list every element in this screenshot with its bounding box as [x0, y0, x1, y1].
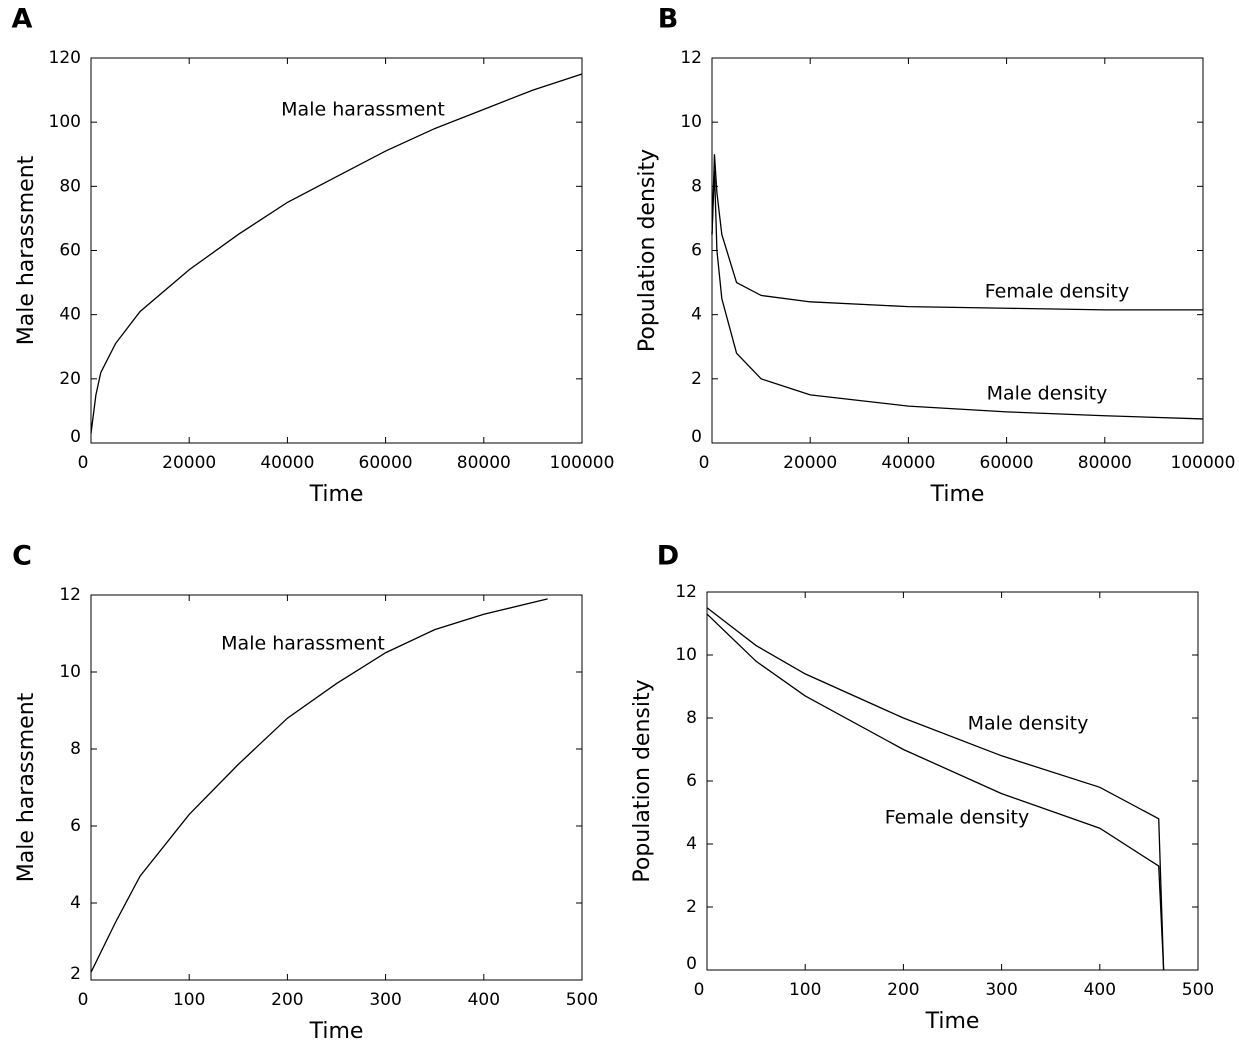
series-line — [706, 607, 1165, 971]
y-tick-label: 4 — [691, 305, 702, 325]
x-tick-label: 300 — [369, 990, 401, 1010]
series-line — [706, 613, 1165, 971]
x-tick-label: 400 — [1084, 980, 1116, 1000]
x-tick-label: 0 — [78, 990, 89, 1010]
x-tick-label: 100 — [789, 980, 821, 1000]
y-axis-label: Male harassment — [14, 692, 39, 882]
y-tick-label: 100 — [49, 112, 81, 132]
x-tick-label: 500 — [566, 990, 598, 1010]
series-label: Male harassment — [221, 633, 385, 655]
y-tick-label: 6 — [70, 816, 81, 836]
x-tick-label: 400 — [468, 990, 500, 1010]
x-tick-label: 100 — [173, 990, 205, 1010]
y-tick-label: 10 — [675, 645, 697, 665]
y-tick-label: 0 — [686, 954, 697, 974]
x-tick-label: 200 — [887, 980, 919, 1000]
y-tick-label: 12 — [675, 582, 697, 602]
y-tick-label: 10 — [59, 662, 81, 682]
y-tick-label: 6 — [686, 771, 697, 791]
y-tick-label: 60 — [59, 241, 81, 261]
y-axis-label: Population density — [635, 149, 660, 352]
series-line — [711, 170, 1204, 420]
x-axis-label: Time — [930, 482, 985, 507]
x-axis-label: Time — [925, 1009, 980, 1034]
series-line — [90, 73, 583, 434]
y-tick-label: 0 — [691, 427, 702, 447]
x-tick-label: 300 — [985, 980, 1017, 1000]
x-tick-label: 40000 — [881, 453, 935, 473]
y-tick-label: 120 — [49, 48, 81, 68]
y-tick-label: 4 — [70, 893, 81, 913]
x-tick-label: 60000 — [359, 453, 413, 473]
y-tick-label: 10 — [680, 112, 702, 132]
x-axis-label: Time — [309, 1019, 364, 1044]
x-tick-label: 100000 — [1171, 453, 1236, 473]
x-tick-label: 0 — [78, 453, 89, 473]
y-axis-label: Male harassment — [14, 155, 39, 345]
plot-frame — [711, 57, 1204, 444]
plot-frame — [706, 591, 1199, 971]
panel-label: D — [657, 541, 679, 572]
series-label: Female density — [885, 807, 1029, 829]
y-tick-label: 12 — [680, 48, 702, 68]
y-tick-label: 20 — [59, 369, 81, 389]
y-tick-label: 12 — [59, 585, 81, 605]
x-tick-label: 60000 — [980, 453, 1034, 473]
panel-label: C — [12, 541, 32, 572]
series-line — [90, 598, 548, 973]
x-tick-label: 0 — [694, 980, 705, 1000]
y-tick-label: 2 — [70, 964, 81, 984]
series-label: Male harassment — [281, 99, 445, 121]
y-tick-label: 8 — [686, 708, 697, 728]
x-tick-label: 20000 — [162, 453, 216, 473]
series-label: Male density — [987, 383, 1108, 405]
y-tick-label: 4 — [686, 834, 697, 854]
y-tick-label: 0 — [70, 427, 81, 447]
x-tick-label: 80000 — [457, 453, 511, 473]
y-tick-label: 80 — [59, 176, 81, 196]
y-tick-label: 8 — [70, 739, 81, 759]
series-line — [711, 154, 1203, 311]
y-tick-label: 40 — [59, 305, 81, 325]
y-tick-label: 2 — [691, 369, 702, 389]
y-tick-label: 2 — [686, 897, 697, 917]
panel-label: B — [658, 4, 679, 35]
panel-label: A — [12, 4, 33, 35]
x-tick-label: 500 — [1182, 980, 1214, 1000]
series-label: Female density — [985, 281, 1129, 303]
x-tick-label: 80000 — [1078, 453, 1132, 473]
y-tick-label: 6 — [691, 241, 702, 261]
plot-frame — [90, 594, 583, 981]
x-tick-label: 100000 — [550, 453, 615, 473]
y-axis-label: Population density — [630, 679, 655, 882]
x-tick-label: 20000 — [783, 453, 837, 473]
series-label: Male density — [968, 713, 1089, 735]
x-tick-label: 0 — [699, 453, 710, 473]
x-tick-label: 40000 — [260, 453, 314, 473]
y-tick-label: 8 — [691, 176, 702, 196]
x-axis-label: Time — [309, 482, 364, 507]
x-tick-label: 200 — [271, 990, 303, 1010]
